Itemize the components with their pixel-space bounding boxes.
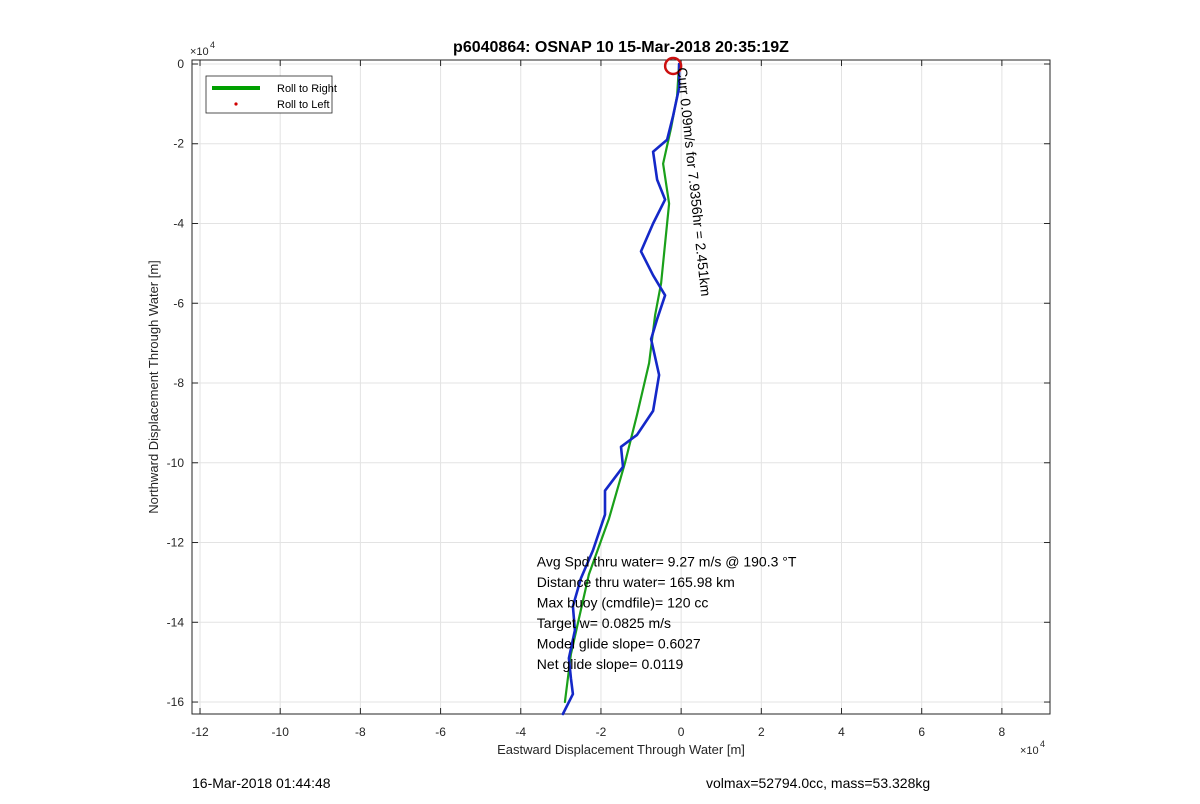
x-tick-label: -4: [515, 725, 526, 739]
x-tick-label: -8: [355, 725, 366, 739]
series-line-track: [561, 62, 681, 716]
footer-timestamp: 16-Mar-2018 01:44:48: [192, 775, 331, 791]
y-tick-label: -4: [173, 217, 184, 231]
y-tick-label: -16: [167, 695, 185, 709]
y-tick-label: -10: [167, 456, 185, 470]
legend-label-roll-left: Roll to Left: [277, 99, 330, 111]
y-axis-label: Northward Displacement Through Water [m]: [146, 260, 161, 514]
grid-layer: [192, 60, 1050, 714]
current-annotation: Curr 0.09m/s for 7.9356hr = 2.451km: [674, 67, 714, 297]
x-tick-label: -10: [272, 725, 290, 739]
y-tick-label: -2: [173, 137, 184, 151]
stat-annotation: Avg Spd thru water= 9.27 m/s @ 190.3 °T: [537, 553, 797, 569]
legend-label-roll-right: Roll to Right: [277, 83, 337, 95]
x-tick-label: -12: [191, 725, 209, 739]
y-exponent: ×10 4: [190, 40, 215, 58]
x-exponent-power: 4: [1040, 739, 1045, 749]
stat-annotation: Target w= 0.0825 m/s: [537, 615, 671, 631]
x-axis-label: Eastward Displacement Through Water [m]: [497, 742, 745, 757]
plot-area: [191, 59, 1051, 715]
x-exponent: ×10 4: [1020, 739, 1045, 757]
x-tick-label: 2: [758, 725, 765, 739]
x-tick-label: 0: [678, 725, 685, 739]
stat-annotation: Model glide slope= 0.6027: [537, 635, 701, 651]
footer-mass-info: volmax=52794.0cc, mass=53.328kg: [706, 775, 930, 791]
x-tick-label: 6: [918, 725, 925, 739]
y-tick-label: -14: [167, 615, 185, 629]
x-tick-label: 4: [838, 725, 845, 739]
y-exponent-power: 4: [210, 40, 215, 50]
chart-title: p6040864: OSNAP 10 15-Mar-2018 20:35:19Z: [453, 39, 789, 56]
y-tick-label: -6: [173, 296, 184, 310]
stat-annotation: Net glide slope= 0.0119: [537, 656, 684, 672]
y-tick-label: 0: [177, 57, 184, 71]
legend-box: [205, 75, 333, 114]
y-tick-label: -8: [173, 376, 184, 390]
x-tick-label: -6: [435, 725, 446, 739]
stat-annotation: Distance thru water= 165.98 km: [537, 574, 735, 590]
legend: Roll to Right Roll to Left: [205, 75, 337, 114]
y-tick-label: -12: [167, 536, 185, 550]
x-tick-label: -2: [596, 725, 607, 739]
legend-dot-roll-left: [234, 102, 238, 106]
x-exponent-base: ×10: [1020, 745, 1039, 757]
current-position-marker: [663, 56, 683, 76]
stat-annotation: Max buoy (cmdfile)= 120 cc: [537, 594, 709, 610]
x-tick-label: 8: [999, 725, 1006, 739]
annotation-layer: Curr 0.09m/s for 7.9356hr = 2.451km Avg S…: [537, 67, 797, 672]
tick-layer: -12 -10 -8 -6 -4 -2 0 2 4 6 8 0 -2 -4 -6 -8 -10 -12 -14 -16: [167, 57, 1050, 739]
y-exponent-base: ×10: [190, 46, 209, 58]
series-layer: [561, 56, 683, 716]
